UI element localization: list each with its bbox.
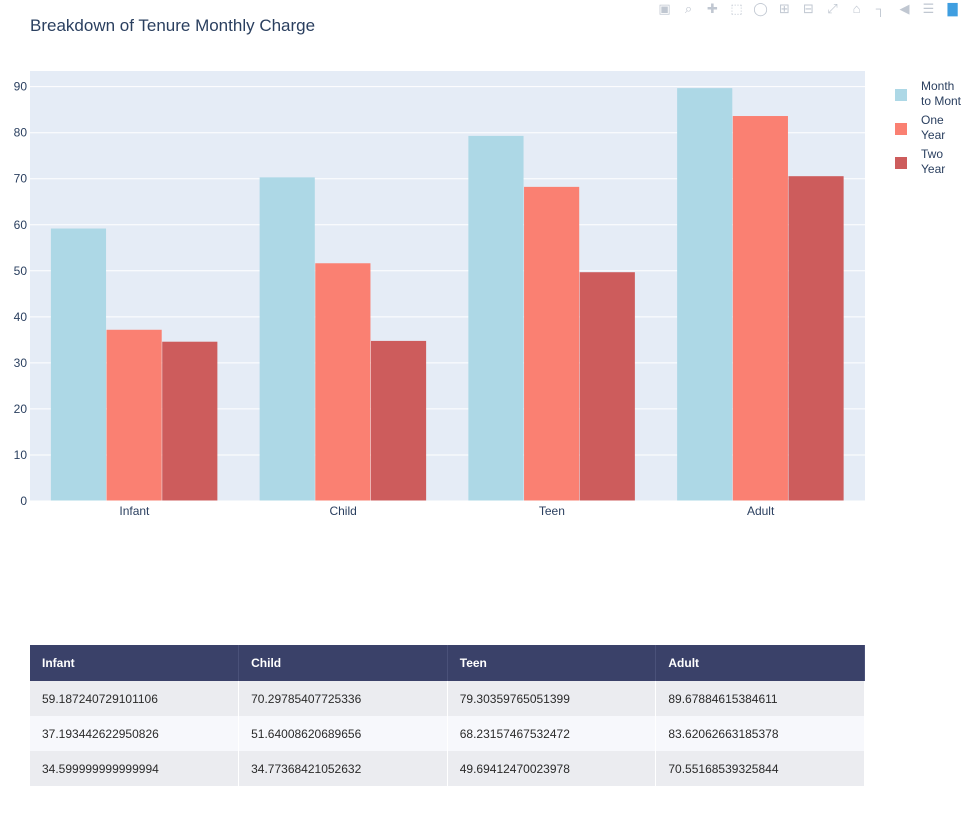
table-cell: 70.55168539325844 [655, 751, 865, 786]
y-tick-label: 50 [14, 264, 28, 278]
bar [370, 340, 427, 501]
bar [315, 263, 371, 501]
bar [677, 88, 733, 501]
table-header-cell: Teen [447, 645, 657, 681]
bar [162, 341, 218, 501]
lasso-icon[interactable]: ◯ [753, 0, 768, 16]
y-tick-label: 80 [14, 126, 28, 140]
bar [106, 329, 162, 501]
autoscale-icon[interactable]: ⤢ [827, 0, 838, 16]
bar-chart: 0 10 20 30 40 50 60 70 80 90 Infant Child Teen Adult [14, 71, 865, 518]
table-body: 59.187240729101106 70.29785407725336 79.30… [30, 681, 865, 786]
table-row: 59.187240729101106 70.29785407725336 79.30… [30, 681, 865, 716]
legend-item[interactable]: One Year [895, 113, 965, 143]
hover-closest-icon[interactable]: ◀ [899, 0, 910, 16]
table-cell: 89.67884615384611 [655, 681, 865, 716]
data-table: Infant Child Teen Adult 59.187240729101106 7… [30, 645, 865, 786]
x-tick-label: Infant [119, 504, 150, 518]
y-tick-label: 10 [14, 448, 28, 462]
zoom-icon[interactable]: ⌕ [684, 0, 693, 16]
table-cell: 79.30359765051399 [447, 681, 657, 716]
table-cell: 51.64008620689656 [238, 716, 448, 751]
bar [788, 176, 844, 501]
legend-swatch [895, 89, 907, 101]
bar [468, 135, 524, 502]
legend-swatch [895, 157, 907, 169]
y-tick-label: 70 [14, 172, 28, 186]
plotly-logo-icon[interactable]: ▇ [947, 0, 958, 16]
table-cell: 34.599999999999994 [30, 751, 240, 786]
reset-axes-icon[interactable]: ⌂ [852, 1, 861, 16]
x-tick-label: Adult [747, 504, 775, 518]
y-tick-label: 60 [14, 218, 28, 232]
table-row: 37.193442622950826 51.64008620689656 68.23… [30, 716, 865, 751]
legend-swatch [895, 123, 907, 135]
zoom-in-icon[interactable]: ⊞ [779, 0, 790, 16]
x-tick-label: Child [329, 504, 356, 518]
pan-icon[interactable]: ✚ [707, 0, 718, 16]
table-cell: 59.187240729101106 [30, 681, 240, 716]
bar [259, 177, 315, 501]
chart-title: Breakdown of Tenure Monthly Charge [30, 16, 316, 35]
legend-label: Two Year [921, 147, 946, 176]
legend-item[interactable]: Month to Mont [895, 79, 965, 109]
modebar: ▣ ⌕ ✚ ⬚ ◯ ⊞ ⊟ ⤢ ⌂ ┐ ◀ ☰ ▇ [656, 0, 961, 17]
table-header-cell: Child [238, 645, 448, 681]
table-cell: 68.23157467532472 [447, 716, 657, 751]
table-cell: 70.29785407725336 [238, 681, 448, 716]
legend-item[interactable]: Two Year [895, 147, 965, 177]
table-cell: 37.193442622950826 [30, 716, 240, 751]
bar [579, 272, 635, 501]
y-tick-label: 20 [14, 402, 28, 416]
table-cell: 49.69412470023978 [447, 751, 657, 786]
table-cell: 83.62062663185378 [655, 716, 865, 751]
table-row: 34.599999999999994 34.77368421052632 49.69… [30, 751, 865, 786]
camera-icon[interactable]: ▣ [658, 0, 671, 16]
table-cell: 34.77368421052632 [238, 751, 448, 786]
table-header-cell: Adult [655, 645, 865, 681]
y-tick-label: 90 [14, 80, 28, 94]
y-tick-label: 40 [14, 310, 28, 324]
hover-compare-icon[interactable]: ☰ [922, 0, 935, 16]
legend-label: One Year [921, 113, 946, 142]
box-select-icon[interactable]: ⬚ [730, 0, 743, 16]
table-header-row: Infant Child Teen Adult [30, 645, 865, 681]
y-tick-label: 30 [14, 356, 28, 370]
legend: Month to Mont One Year Two Year [895, 79, 965, 181]
y-tick-label: 0 [20, 494, 27, 508]
spike-lines-icon[interactable]: ┐ [875, 1, 886, 16]
bar [732, 116, 788, 501]
zoom-out-icon[interactable]: ⊟ [803, 0, 814, 16]
x-tick-label: Teen [539, 504, 565, 518]
bar [50, 228, 107, 501]
table-header-cell: Infant [30, 645, 240, 681]
bar [524, 186, 580, 501]
legend-label: Month to Mont [921, 79, 962, 108]
